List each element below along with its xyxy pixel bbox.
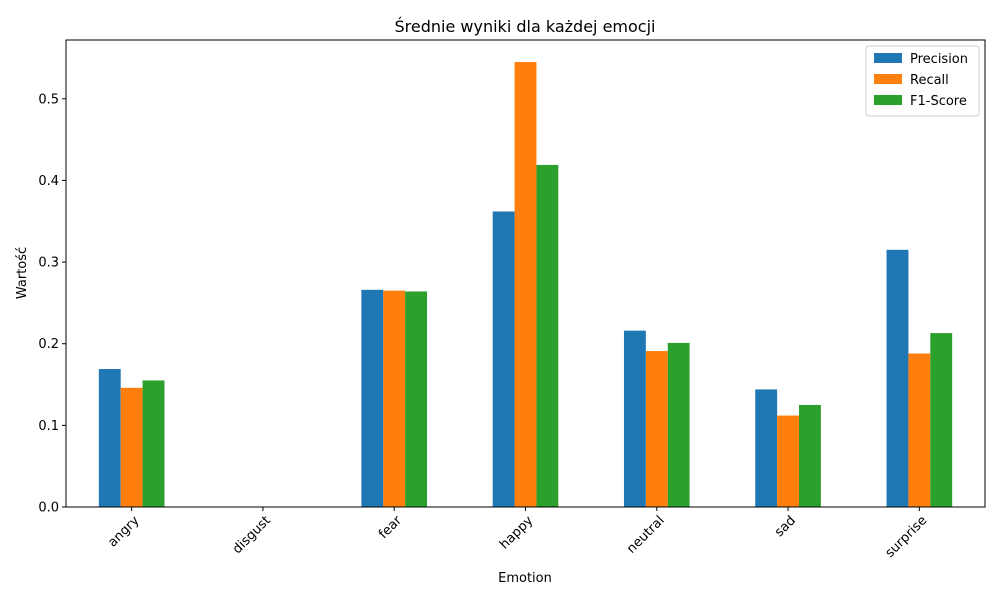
legend: Precision Recall F1-Score	[865, 45, 980, 117]
bar-precision-sad	[755, 389, 778, 507]
bar-recall-surprise	[908, 353, 931, 507]
bar-f1-score-sad	[799, 404, 821, 507]
bar-precision-fear	[361, 289, 384, 507]
y-tick-label: 0.2	[38, 337, 59, 352]
bar-f1-score-fear	[405, 291, 428, 507]
bar-f1-score-happy	[536, 164, 559, 507]
bar-recall-fear	[383, 290, 406, 507]
bar-f1-score-angry	[142, 380, 165, 507]
legend-label: Precision	[910, 52, 968, 67]
legend-swatch	[874, 95, 902, 105]
bars-layer	[98, 62, 953, 507]
legend-label: F1-Score	[910, 94, 967, 109]
y-tick-label: 0.5	[38, 92, 59, 107]
y-tick-label: 0.4	[38, 174, 59, 189]
chart-title: Średnie wyniki dla każdej emocji	[395, 17, 656, 36]
x-axis-label: Emotion	[498, 571, 552, 586]
bar-precision-happy	[492, 211, 515, 507]
y-tick-label: 0.0	[38, 501, 59, 516]
y-tick-label: 0.3	[38, 256, 59, 271]
bar-recall-sad	[777, 415, 800, 507]
bar-f1-score-surprise	[930, 333, 953, 507]
legend-label: Recall	[910, 73, 949, 88]
legend-swatch	[874, 53, 902, 63]
legend-swatch	[874, 74, 902, 84]
bar-recall-neutral	[645, 351, 668, 507]
bar-f1-score-neutral	[667, 342, 690, 507]
bar-precision-neutral	[623, 330, 646, 507]
bar-precision-surprise	[886, 249, 909, 507]
y-tick-label: 0.1	[38, 419, 59, 434]
bar-recall-happy	[514, 62, 537, 507]
bar-precision-angry	[98, 369, 121, 507]
y-axis-label: Wartość	[15, 247, 30, 299]
bar-recall-angry	[120, 387, 143, 507]
